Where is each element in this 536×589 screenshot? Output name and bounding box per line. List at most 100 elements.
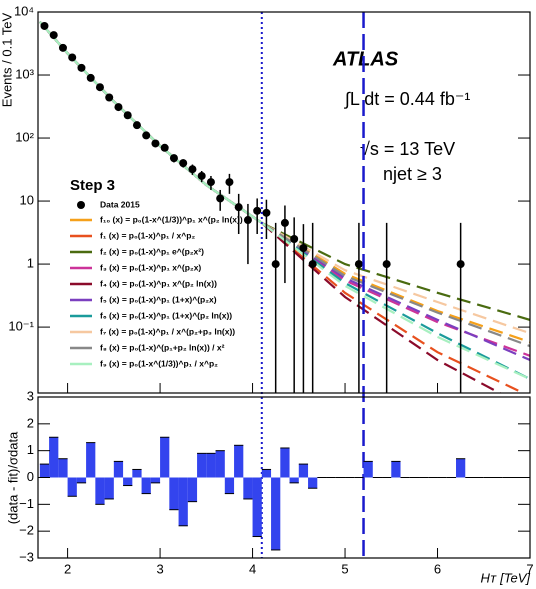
legend-label: f₅ (x) = p₀(1-x)^p₁ (1+x)^(p₂x) — [100, 294, 217, 304]
data-point — [95, 83, 104, 92]
data-point — [262, 208, 271, 217]
data-point — [354, 260, 363, 269]
data-point — [234, 203, 243, 212]
residual-bar — [141, 477, 151, 494]
y-tick-label: 0 — [27, 469, 34, 484]
data-point — [188, 165, 197, 174]
x-axis-title: Hᴛ [TeV] — [480, 570, 530, 585]
residual-bar — [169, 477, 179, 510]
data-point — [216, 194, 225, 203]
data-point — [142, 131, 151, 140]
data-point — [86, 73, 95, 82]
x-tick-label: 7 — [526, 561, 533, 576]
data-point — [169, 154, 178, 163]
residual-bar — [271, 477, 281, 550]
data-point — [123, 111, 132, 120]
x-tick-label: 3 — [156, 561, 163, 576]
residual-bar — [58, 458, 68, 478]
residual-bar — [67, 477, 77, 497]
residual-bar — [234, 445, 244, 478]
data-point — [77, 63, 86, 72]
data-point — [382, 260, 391, 269]
residual-bar — [86, 442, 96, 478]
data-point — [225, 178, 234, 187]
data-point — [197, 171, 206, 180]
legend-label: f₁₀ (x) = p₀(1-x^(1/3))^p₁ x^(p₂ ln(x)) — [100, 214, 243, 224]
residual-bar — [150, 477, 161, 483]
legend-label: Data 2015 — [100, 199, 140, 209]
residual-bar — [308, 477, 318, 489]
data-point — [308, 260, 317, 269]
residual-bar — [206, 453, 216, 478]
plot-frame — [37, 11, 531, 394]
legend-label: f₉ (x) = p₀(1-x^(1/3))^p₁ / x^p₂ — [100, 358, 218, 368]
residual-bar — [160, 437, 170, 478]
y-tick-label: 10 — [20, 192, 34, 207]
experiment-label: ATLAS — [332, 48, 399, 70]
legend-label: f₂ (x) = p₀(1-x)^p₁ e^(p₂x²) — [100, 246, 204, 256]
y-tick-label: −3 — [19, 549, 34, 564]
residual-bar — [123, 477, 133, 486]
y-axis-title: Events / 0.1 TeV — [0, 12, 14, 107]
data-point — [290, 234, 299, 243]
legend-label: f₇ (x) = p₀(1-x)^p₁ / x^(p₂+p₃ ln(x)) — [100, 326, 235, 336]
data-point — [179, 159, 188, 168]
residual-bar — [289, 477, 299, 483]
residual-bar — [187, 477, 198, 502]
residual-bar — [95, 477, 105, 505]
data-point — [271, 260, 280, 269]
legend-marker — [77, 201, 85, 209]
data-point — [206, 178, 215, 187]
x-tick-label: 2 — [64, 561, 71, 576]
data-point — [160, 143, 169, 152]
legend-label: f₁ (x) = p₀(1-x)^p₁ / x^p₂ — [100, 230, 195, 240]
x-tick-label: 6 — [434, 561, 441, 576]
legend-title: Step 3 — [70, 177, 115, 194]
residual-bar — [197, 453, 207, 478]
x-tick-label: 4 — [249, 561, 256, 576]
residual-bar — [178, 477, 188, 526]
y-tick-label: 2 — [27, 415, 34, 430]
data-point — [40, 21, 49, 30]
residual-bar — [76, 477, 87, 483]
residual-bar — [215, 450, 225, 478]
residual-bar — [363, 461, 373, 478]
legend-label: f₄ (x) = p₀(1-x)^p₁ x^(p₂ ln(x)) — [100, 278, 217, 288]
residual-bar — [261, 469, 272, 478]
data-point — [114, 103, 123, 112]
data-point — [280, 218, 289, 227]
y-tick-label: 1 — [27, 256, 34, 271]
data-point — [68, 53, 77, 62]
y-tick-label: 10² — [15, 129, 34, 144]
residual-bar — [132, 469, 142, 478]
data-point — [151, 139, 160, 148]
selection-label: njet ≥ 3 — [383, 164, 442, 184]
residual-bar — [224, 477, 235, 494]
legend-label: f₈ (x) = p₀(1-x)^(p₁+p₂ ln(x)) / x² — [100, 342, 225, 352]
residual-axis-title: (data - fit)/σdata — [5, 431, 20, 524]
y-tick-label: 3 — [27, 388, 34, 403]
energy-label: √s = 13 TeV — [360, 139, 455, 159]
y-tick-label: 10⁻¹ — [8, 319, 34, 334]
plot-area — [38, 21, 530, 393]
legend-label: f₆ (x) = p₀(1-x)^p₁ (1+x)^(p₂ ln(x)) — [100, 310, 232, 320]
luminosity-label: ∫L dt = 0.44 fb⁻¹ — [343, 89, 470, 109]
residual-bar — [298, 464, 309, 478]
data-point — [49, 31, 58, 40]
y-tick-label: 10⁴ — [14, 3, 34, 18]
data-point — [132, 121, 141, 130]
data-point — [243, 216, 252, 225]
residual-bar — [280, 447, 290, 478]
residual-bar — [104, 477, 114, 499]
residual-bar — [252, 477, 262, 537]
plot-frame — [37, 396, 531, 559]
x-tick-label: 5 — [341, 561, 348, 576]
data-point — [456, 260, 465, 269]
residual-bar — [39, 464, 50, 478]
residual-bar — [391, 461, 401, 478]
data-point — [58, 43, 67, 52]
residual-bar — [456, 458, 466, 478]
residual-bar — [49, 437, 59, 478]
data-point — [105, 93, 114, 102]
